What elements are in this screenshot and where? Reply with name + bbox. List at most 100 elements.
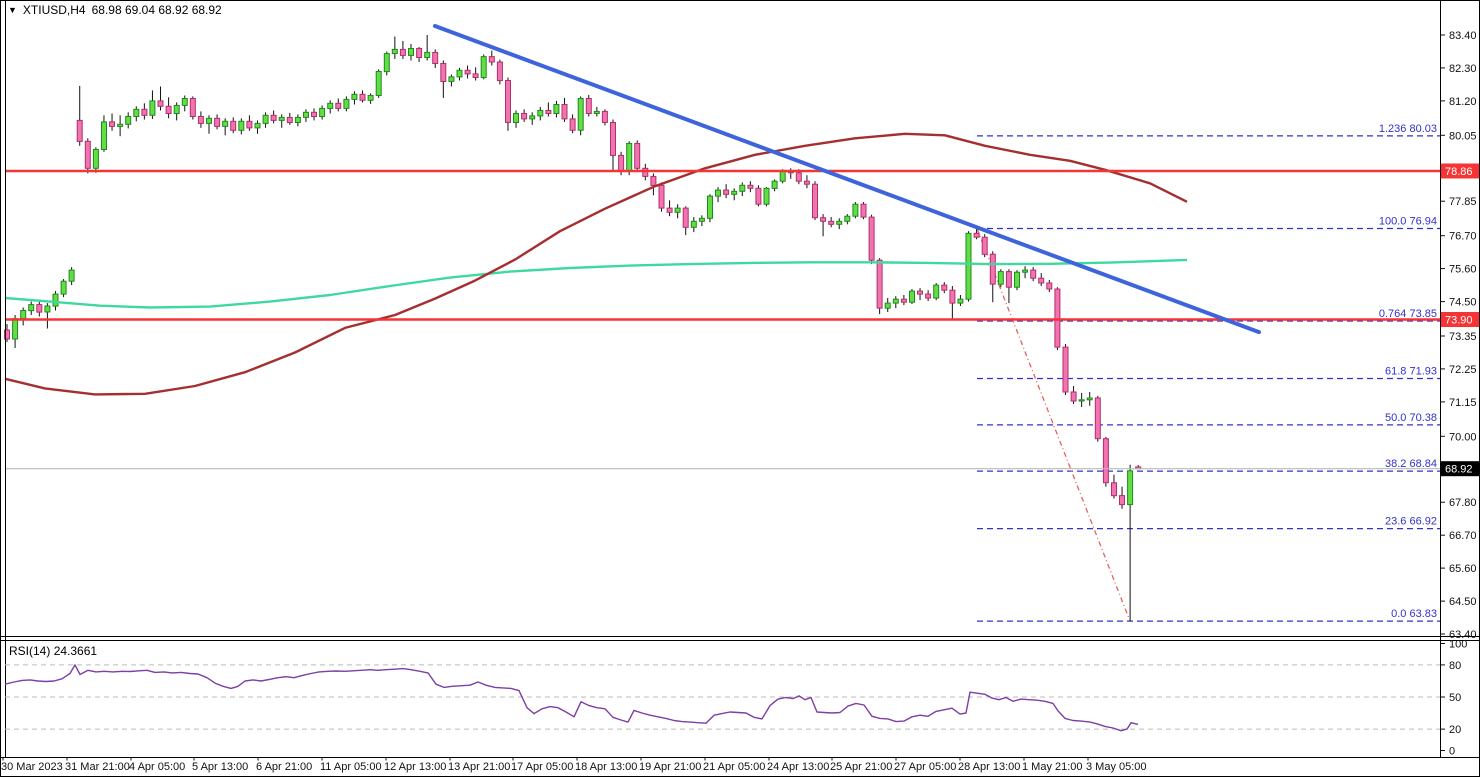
- price-tick-label: 82.30: [1449, 63, 1477, 75]
- candle-body-bull: [1014, 271, 1020, 288]
- candle: [569, 114, 576, 134]
- candle: [577, 96, 584, 136]
- candle-body-bull: [892, 298, 899, 304]
- candle: [909, 289, 915, 304]
- candle: [359, 90, 366, 103]
- candle-body-bear: [76, 119, 83, 142]
- price-tick-label: 83.40: [1449, 30, 1477, 42]
- symbol-dropdown-arrow-icon[interactable]: ▼: [8, 5, 17, 15]
- candle-body-bear: [311, 111, 317, 118]
- candle: [36, 301, 43, 317]
- descending-trendline[interactable]: [433, 24, 1261, 335]
- candle: [1094, 395, 1101, 442]
- candle: [884, 298, 891, 312]
- ma-fast-teal[interactable]: [4, 258, 1188, 309]
- candle-body-bull: [20, 310, 27, 320]
- candle-body-bull: [424, 51, 431, 59]
- candle: [101, 115, 107, 152]
- fibonacci-retracement[interactable]: 1.236 80.03 100.0 76.94 0.764 73.85 61.8 71…: [976, 123, 1440, 622]
- candle: [246, 115, 253, 131]
- candle-body-bull: [1078, 399, 1085, 402]
- time-label: 18 Apr 13:00: [575, 761, 637, 773]
- candle: [674, 204, 681, 219]
- candle: [165, 97, 172, 119]
- candle: [133, 106, 140, 122]
- candle: [505, 77, 511, 131]
- candle: [278, 114, 285, 128]
- candle-body-bear: [335, 102, 342, 109]
- time-axis[interactable]: 30 Mar 2023 31 Mar 21:00 4 Apr 05:00 5 Apr …: [1, 757, 1147, 774]
- candle: [238, 118, 245, 135]
- candle-body-bull: [844, 215, 851, 222]
- candle-body-bear: [1062, 346, 1069, 393]
- candle-body-bear: [36, 304, 43, 313]
- candle-body-bull: [1022, 269, 1029, 273]
- candle: [1022, 266, 1029, 279]
- candle-body-bull: [965, 232, 972, 300]
- candle: [965, 231, 972, 302]
- candle-body-bull: [125, 116, 132, 125]
- candle-body-bull: [480, 56, 487, 79]
- candle-body-bull: [294, 116, 301, 124]
- candle-body-bull: [909, 290, 915, 303]
- candle: [553, 100, 560, 118]
- candle-body-bull: [933, 284, 940, 299]
- candle: [448, 74, 455, 87]
- candle-body-bear: [1070, 391, 1077, 402]
- candle-body-bear: [440, 63, 447, 82]
- candle: [610, 119, 616, 171]
- candle: [52, 291, 59, 311]
- rsi-pane[interactable]: 100 80 50 20 0: [4, 639, 1467, 758]
- candle-body-bear: [795, 172, 802, 182]
- candle-body-bull: [92, 148, 99, 169]
- candle-body-bear: [917, 290, 923, 295]
- time-label: 13 Apr 21:00: [448, 761, 510, 773]
- candle-body-bear: [569, 118, 576, 131]
- candle-body-bull: [391, 48, 398, 55]
- candle-body-bull: [577, 98, 584, 131]
- candle-body-bear: [601, 110, 608, 124]
- candle-body-bull: [731, 190, 738, 195]
- candle: [925, 290, 932, 301]
- candle-body-bull: [351, 93, 358, 100]
- rsi-line[interactable]: [4, 664, 1139, 732]
- fibonacci-level-label: 100.0 76.94: [1379, 215, 1437, 227]
- candle: [327, 100, 334, 114]
- candle-body-bull: [278, 116, 285, 121]
- price-axis[interactable]: 83.40 82.30 81.20 80.05 77.85 76.70 75.60 74.50…: [1440, 30, 1479, 641]
- candle-body-bear: [1030, 269, 1037, 279]
- price-tick-label: 72.25: [1449, 364, 1477, 376]
- candle-body-bull: [262, 114, 269, 124]
- candle: [739, 182, 746, 197]
- candle: [933, 283, 940, 301]
- price-tick-label: 67.80: [1449, 497, 1477, 509]
- candle-body-bull: [690, 220, 697, 228]
- fibonacci-trend-line[interactable]: [976, 228, 1131, 622]
- price-tick-label: 77.85: [1449, 196, 1477, 208]
- candle: [836, 218, 843, 230]
- candle-body-bull: [698, 217, 705, 222]
- candle: [892, 296, 899, 309]
- candle-body-bear: [747, 184, 754, 189]
- candle: [197, 111, 204, 128]
- candle-body-bull: [206, 117, 212, 124]
- ma-slow-darkred[interactable]: [4, 132, 1188, 396]
- candle: [141, 103, 148, 120]
- candle-body-bull: [383, 53, 390, 73]
- candle: [1102, 436, 1109, 487]
- rsi-indicator-label: RSI(14) 24.3661: [9, 644, 97, 658]
- candle: [820, 214, 827, 237]
- candle-body-bear: [109, 121, 115, 127]
- price-tick-label: 71.15: [1449, 397, 1477, 409]
- candle-body-bull: [101, 121, 107, 151]
- candle-body-bull: [779, 170, 786, 182]
- price-badge-red: [1441, 312, 1479, 327]
- candle: [181, 95, 188, 112]
- time-label: 28 Apr 13:00: [958, 761, 1020, 773]
- candle: [149, 90, 156, 119]
- candle: [585, 94, 592, 117]
- candle-body-bear: [157, 100, 164, 107]
- candles-series: [4, 35, 1142, 622]
- chart-title: ▼ XTIUSD,H4 68.98 69.04 68.92 68.92: [8, 3, 222, 17]
